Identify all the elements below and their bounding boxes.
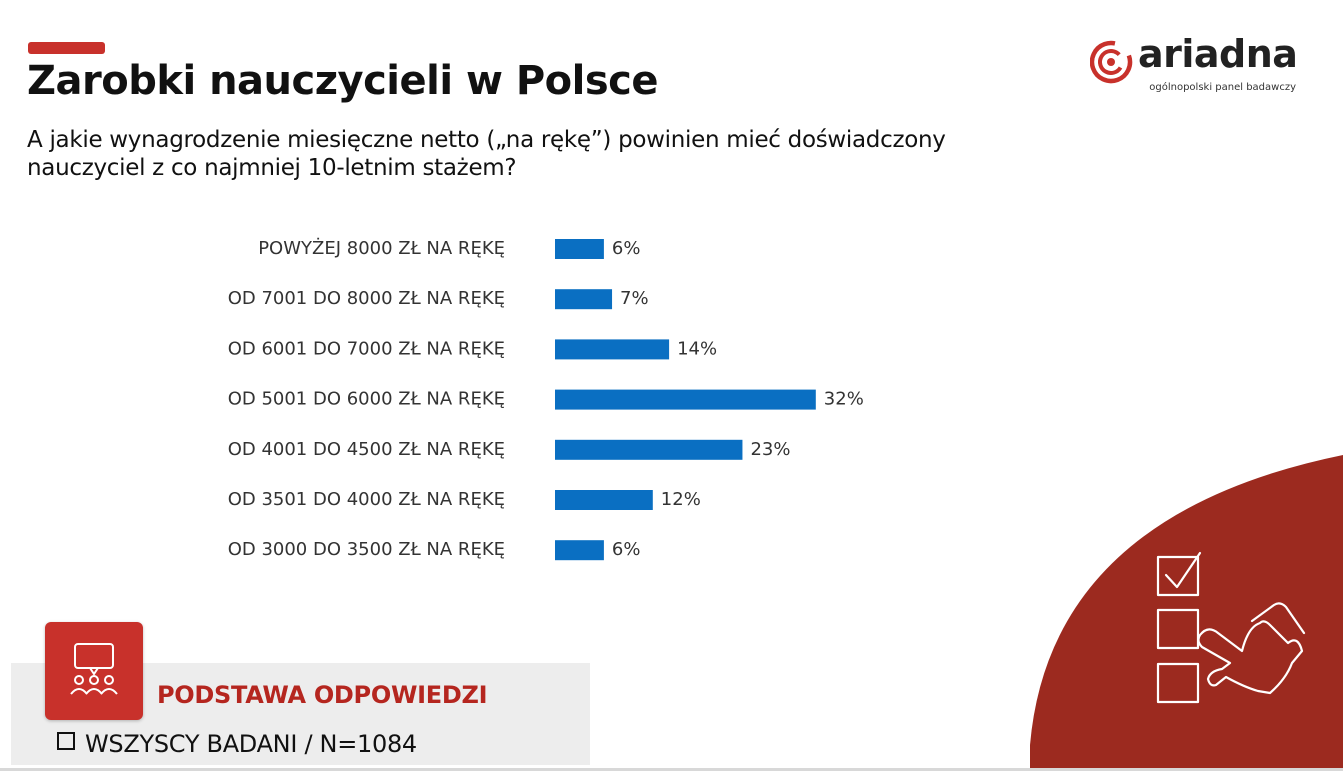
value-label: 32% bbox=[824, 389, 864, 410]
bar bbox=[555, 389, 816, 410]
ariadna-swirl-icon bbox=[1090, 40, 1133, 84]
page-title: Zarobki nauczycieli w Polsce bbox=[27, 58, 659, 104]
category-label: OD 6001 DO 7000 ZŁ NA RĘKĘ bbox=[228, 338, 505, 359]
bar bbox=[555, 339, 670, 360]
bar bbox=[555, 490, 653, 510]
category-label: POWYŻEJ 8000 ZŁ NA RĘKĘ bbox=[258, 238, 505, 259]
checkbox-icon bbox=[57, 732, 75, 750]
discussion-group-icon bbox=[45, 622, 143, 720]
category-label: OD 5001 DO 6000 ZŁ NA RĘKĘ bbox=[228, 389, 505, 410]
survey-question: A jakie wynagrodzenie miesięczne netto (… bbox=[27, 127, 946, 181]
bar bbox=[555, 289, 613, 310]
base-item: WSZYSCY BADANI / N=1084 bbox=[57, 730, 417, 758]
salary-bar-chart: POWYŻEJ 8000 ZŁ NA RĘKĘ 6% OD 7001 DO 8000… bbox=[228, 238, 864, 561]
title-accent-bar bbox=[28, 42, 105, 54]
bar bbox=[555, 439, 743, 460]
value-label: 6% bbox=[612, 539, 641, 560]
category-label: OD 3000 DO 3500 ZŁ NA RĘKĘ bbox=[228, 539, 505, 560]
logo-tagline: ogólnopolski panel badawczy bbox=[1149, 82, 1296, 93]
value-label: 12% bbox=[661, 489, 701, 510]
base-heading: PODSTAWA ODPOWIEDZI bbox=[157, 681, 488, 709]
ariadna-logo: ariadna ogólnopolski panel badawczy bbox=[1090, 32, 1305, 98]
base-item-label: WSZYSCY BADANI / N=1084 bbox=[85, 730, 417, 758]
value-label: 6% bbox=[612, 238, 641, 259]
value-label: 23% bbox=[750, 439, 790, 460]
bottom-rule bbox=[0, 768, 1343, 771]
logo-wordmark: ariadna bbox=[1138, 32, 1298, 76]
value-label: 7% bbox=[620, 288, 649, 309]
decorative-corner bbox=[1030, 455, 1343, 771]
category-label: OD 3501 DO 4000 ZŁ NA RĘKĘ bbox=[228, 489, 505, 510]
bar bbox=[555, 540, 604, 561]
value-label: 14% bbox=[677, 338, 717, 359]
category-label: OD 7001 DO 8000 ZŁ NA RĘKĘ bbox=[228, 288, 505, 309]
checklist-hand-icon bbox=[1156, 551, 1306, 704]
corner-shape bbox=[1030, 455, 1343, 771]
bar bbox=[555, 239, 604, 259]
category-label: OD 4001 DO 4500 ZŁ NA RĘKĘ bbox=[228, 439, 505, 460]
